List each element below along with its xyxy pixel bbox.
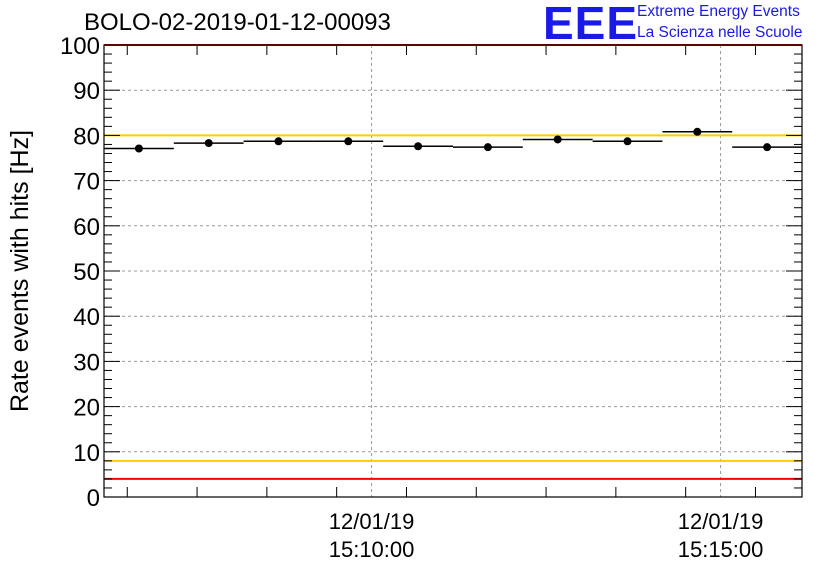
logo-line-1: Extreme Energy Events [637,3,800,20]
y-tick-label: 100 [60,33,100,60]
eee-logo: EEE [543,0,639,49]
x-tick-label-date: 12/01/19 [329,509,415,534]
data-point [763,143,772,152]
x-tick-label-time: 15:10:00 [329,537,415,562]
x-tick-label-time: 15:15:00 [678,537,764,562]
data-point [134,144,143,153]
y-tick-label: 90 [73,78,100,105]
data-point [693,127,702,136]
y-tick-label: 20 [73,395,100,422]
data-point [553,135,562,144]
y-axis-label: Rate events with hits [Hz] [6,130,34,412]
y-tick-label: 10 [73,440,100,467]
data-point [623,137,632,146]
x-tick-label-date: 12/01/19 [678,509,764,534]
y-tick-label: 50 [73,259,100,286]
data-point [414,142,423,151]
y-tick-label: 30 [73,349,100,376]
data-point [204,139,213,148]
data-point [274,137,283,146]
y-tick-label: 80 [73,123,100,150]
y-tick-label: 40 [73,304,100,331]
y-tick-label: 70 [73,169,100,196]
data-point [344,137,353,146]
logo-line-2: La Scienza nelle Scuole [637,24,803,41]
chart-title: BOLO-02-2019-01-12-00093 [84,9,391,36]
data-point [483,143,492,152]
y-tick-label: 60 [73,214,100,241]
y-tick-label: 0 [87,485,100,512]
